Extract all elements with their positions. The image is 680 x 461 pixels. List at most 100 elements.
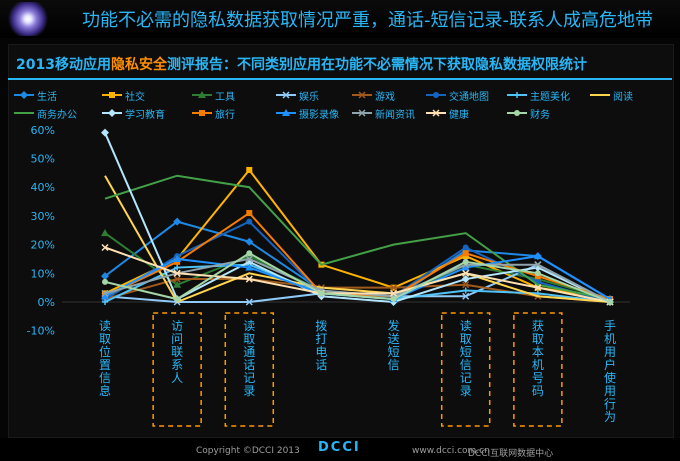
legend-label: 生活 [37,91,57,103]
legend-item: 工具 [192,88,235,103]
data-point [245,275,253,283]
x-tick-char: 发 [388,318,400,333]
data-point [462,292,470,300]
header-title: 功能不必需的隐私数据获取情况严重，通话-短信记录-联系人成高危地带 [82,10,653,31]
header-bar: 功能不必需的隐私数据获取情况严重，通话-短信记录-联系人成高危地带 [0,0,680,38]
legend-item: 生活 [14,88,57,103]
data-point [390,284,398,292]
x-tick-char: 话 [315,358,327,372]
series-商务办公 [104,174,611,301]
data-point [173,275,181,283]
x-tick-char: 读 [460,319,472,333]
data-point [534,270,541,277]
y-tick-label: 50% [31,153,55,166]
chart-title-part-3: 测评报告：不同类别应用在功能不必需情况下获取隐私数据权限统计 [166,57,587,73]
data-point [174,264,181,271]
x-tick-char: 录 [460,384,472,398]
series-阅读 [104,175,611,304]
data-point [101,272,109,281]
legend-swatch-marker [20,91,28,99]
x-tick-char: 位 [99,344,111,359]
x-tick-char: 系 [171,358,183,372]
legend-item: 阅读 [590,88,633,103]
legend-swatch [352,109,372,117]
legend-label: 商务办公 [37,109,77,121]
legend-swatch-marker [282,91,290,99]
x-tick-char: 打 [315,332,327,346]
legend-swatch-marker [282,109,290,116]
legend-swatch [426,92,446,98]
sparkle-logo-icon [6,2,50,36]
footer-website[interactable]: www.dcci.com.cn [412,446,490,456]
footer-center: DCCI互联网数据中心 [468,449,554,459]
legend-swatch [192,110,212,116]
data-point [102,299,108,305]
legend-item: 旅行 [192,106,235,121]
legend-swatch-marker [108,109,116,117]
x-tick-char: 访 [171,319,183,333]
data-point [533,252,542,260]
legend-swatch [507,110,527,116]
legend-label: 健康 [449,109,469,121]
x-tick-char: 读 [99,319,111,333]
legend-label: 主题美化 [530,91,570,103]
legend-swatch [507,92,527,98]
legend-label: 交通地图 [449,91,489,103]
x-tick-char: 置 [99,358,111,372]
legend-label: 学习教育 [125,109,165,121]
legend-swatch [276,109,296,116]
data-point [173,280,182,288]
x-tick-char: 信 [388,358,400,372]
x-tick-char: 号 [532,371,544,385]
legend-label: 摄影录像 [299,109,339,121]
y-tick-label: 20% [31,239,55,252]
legend-swatch-marker [433,92,439,98]
legend-swatch-marker [514,110,520,116]
legend-swatch-marker [514,92,520,98]
legend-item: 娱乐 [276,88,319,103]
data-point [101,243,109,252]
series-line [104,278,611,303]
legend-swatch-marker [432,109,440,117]
x-tick-char: 通 [243,345,255,359]
y-tick-label: 40% [31,181,55,194]
title-underline [8,78,672,80]
chart-title-highlight: 隐私安全 [110,57,167,73]
data-point [246,218,253,225]
legend-item: 交通地图 [426,88,489,103]
x-tick-char: 读 [243,319,255,333]
y-tick-label: 10% [31,267,55,280]
legend-swatch [276,91,296,99]
legend-label: 游戏 [375,91,395,103]
data-point [246,210,253,217]
data-point [101,128,109,137]
legend-swatch-marker [358,109,366,117]
x-tick-char: 记 [460,371,472,385]
x-tick-char: 送 [388,331,400,346]
x-tick-char: 拨 [315,319,327,333]
data-point [245,237,254,246]
data-point [246,166,253,173]
series-财务 [102,250,613,305]
data-point [318,290,325,297]
series-line [104,246,611,303]
footer: Copyright ©DCCI 2013 www.dcci.com.cn DCC… [0,438,680,461]
data-point [390,289,398,297]
highlight-box [513,312,563,427]
data-point [245,298,253,306]
data-point [607,299,613,305]
x-tick-char: 机 [532,358,544,372]
x-tick-char: 取 [460,332,472,346]
y-tick-label: -10% [27,325,55,338]
legend-item: 摄影录像 [276,106,339,121]
x-tick-char: 用 [604,384,616,398]
data-point [173,217,182,226]
